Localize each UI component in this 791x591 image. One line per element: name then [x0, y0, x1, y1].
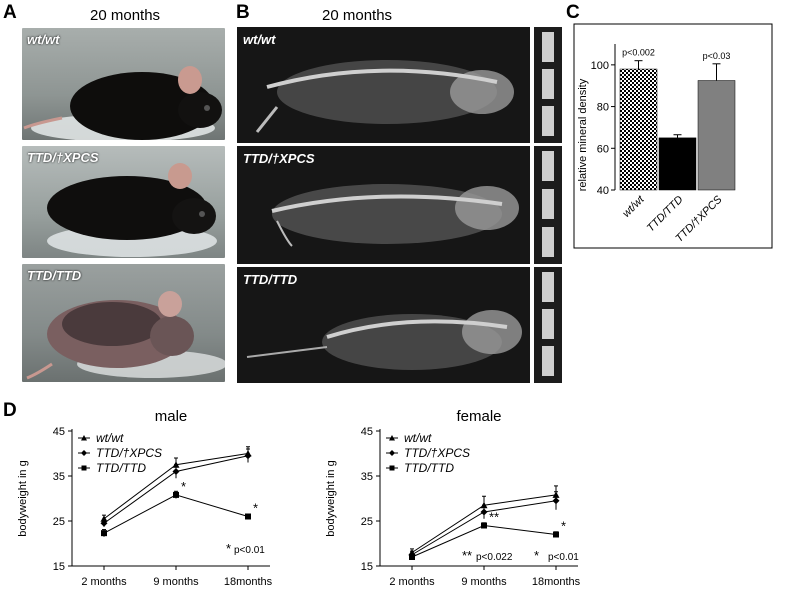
legend-label: wt/wt	[96, 431, 124, 445]
photo-label: TTD/TTD	[27, 268, 82, 283]
data-point	[101, 530, 107, 537]
data-point	[409, 554, 415, 560]
legend-marker	[389, 435, 395, 441]
significance-star: *	[253, 501, 258, 516]
y-tick-label: 15	[361, 561, 373, 573]
series-line	[103, 494, 249, 534]
legend-label: TTD/TTD	[404, 461, 454, 475]
y-tick-label: 15	[53, 561, 65, 573]
legend-label: TTD/†XPCS	[96, 446, 162, 460]
x-tick-label: 18months	[532, 576, 581, 588]
y-axis-label: bodyweight in g	[17, 460, 29, 536]
bar	[658, 137, 697, 191]
xray-skeleton	[271, 184, 519, 247]
y-tick-label: 80	[597, 102, 609, 114]
chart-title: female	[456, 408, 501, 425]
x-tick-label: 9 months	[153, 576, 199, 588]
vertebra-image	[534, 146, 562, 264]
x-tick-label: 18months	[224, 576, 273, 588]
panel-letter-a: A	[3, 2, 17, 23]
y-tick-label: 35	[53, 471, 65, 483]
footnote: p<0.022	[476, 552, 513, 563]
significance-star: **	[489, 510, 499, 525]
data-point	[244, 452, 252, 460]
panel-letter-d: D	[3, 400, 17, 421]
photo-label: wt/wt	[27, 32, 60, 47]
significance-star: *	[561, 519, 566, 534]
x-tick-label: 9 months	[461, 576, 507, 588]
x-tick-label: TTD/TTD	[645, 194, 686, 235]
data-point	[553, 531, 559, 538]
legend-marker	[81, 465, 87, 471]
mouse-illustration	[23, 66, 222, 140]
legend-marker	[81, 450, 87, 456]
photo-ttd-xpcs: TTD/†XPCS	[22, 146, 225, 258]
photo-wt-wt: wt/wt	[22, 28, 225, 140]
legend-marker	[81, 435, 87, 441]
xray-ttd-xpcs: TTD/†XPCS	[237, 146, 530, 264]
y-axis-label: relative mineral density	[577, 78, 589, 191]
xray-skeleton	[246, 310, 522, 370]
chart-frame	[573, 23, 773, 249]
y-tick-label: 45	[53, 426, 65, 438]
legend-marker	[389, 465, 395, 471]
x-tick-label: 2 months	[389, 576, 435, 588]
xray-label: wt/wt	[243, 32, 276, 47]
vertebra-image	[534, 27, 562, 143]
footnote: p<0.01	[234, 545, 265, 556]
legend-label: TTD/TTD	[96, 461, 146, 475]
xray-wt-wt: wt/wt	[237, 27, 530, 143]
footnote-star: *	[226, 541, 231, 556]
panel-letter-b: B	[236, 2, 250, 23]
photo-label: TTD/†XPCS	[27, 150, 99, 165]
photo-ttd-ttd: TTD/TTD	[22, 264, 225, 382]
mouse-illustration	[47, 163, 217, 257]
y-tick-label: 60	[597, 143, 609, 155]
panel-b-header: 20 months	[322, 7, 393, 24]
significance-star: *	[181, 479, 186, 494]
bodyweight-male-chart: male bodyweight in g 15 25 35 45 2 months 9 mon…	[17, 408, 273, 588]
data-point	[173, 491, 179, 498]
footnote-star: **	[462, 548, 472, 563]
y-tick-label: 45	[361, 426, 373, 438]
data-point	[100, 519, 108, 527]
bodyweight-female-chart: female bodyweight in g 15 25 35 45 2 months 9 m…	[325, 408, 581, 588]
bar	[619, 68, 658, 191]
legend-marker	[389, 450, 395, 456]
vertebra-image	[534, 267, 562, 383]
chart-title: male	[155, 408, 188, 425]
mouse-illustration	[26, 291, 225, 380]
y-axis-label: bodyweight in g	[325, 460, 337, 536]
x-tick-label: 2 months	[81, 576, 127, 588]
footnote-star: *	[534, 548, 539, 563]
p-value-annotation: p<0.002	[622, 48, 655, 58]
y-tick-label: 25	[361, 516, 373, 528]
xray-ttd-ttd: TTD/TTD	[237, 267, 530, 383]
xray-label: TTD/TTD	[243, 272, 298, 287]
panel-letter-c: C	[566, 2, 580, 23]
xray-label: TTD/†XPCS	[243, 151, 315, 166]
data-point	[481, 522, 487, 529]
data-point	[245, 513, 251, 520]
footnote: p<0.01	[548, 552, 579, 563]
data-point	[552, 497, 560, 505]
bar	[697, 80, 736, 191]
p-value-annotation: p<0.03	[703, 51, 731, 61]
y-tick-label: 25	[53, 516, 65, 528]
legend-label: wt/wt	[404, 431, 432, 445]
y-tick-label: 40	[597, 185, 609, 197]
legend-label: TTD/†XPCS	[404, 446, 470, 460]
panel-a-header: 20 months	[90, 7, 161, 24]
mineral-density-chart: relative mineral density 40 60 80 100 wt/wt…	[573, 23, 773, 249]
data-point	[172, 468, 180, 475]
x-tick-label: wt/wt	[620, 193, 647, 220]
xray-skeleton	[255, 60, 514, 133]
y-tick-label: 100	[591, 60, 609, 72]
y-tick-label: 35	[361, 471, 373, 483]
data-point	[480, 508, 488, 516]
